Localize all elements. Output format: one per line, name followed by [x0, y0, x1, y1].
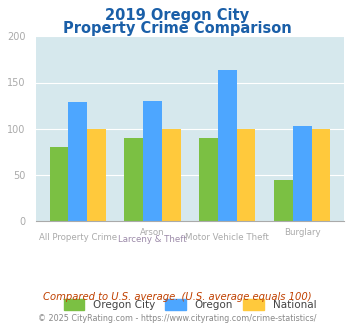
Bar: [293, 126, 312, 221]
Bar: [143, 101, 162, 221]
Bar: [218, 71, 237, 221]
Legend: Oregon City, Oregon, National: Oregon City, Oregon, National: [60, 295, 320, 314]
Text: © 2025 CityRating.com - https://www.cityrating.com/crime-statistics/: © 2025 CityRating.com - https://www.city…: [38, 314, 317, 323]
Text: Property Crime Comparison: Property Crime Comparison: [63, 21, 292, 36]
Bar: [312, 129, 330, 221]
Bar: [50, 147, 68, 221]
Text: 2019 Oregon City: 2019 Oregon City: [105, 8, 250, 23]
Bar: [87, 129, 106, 221]
Text: Arson: Arson: [140, 228, 165, 238]
Bar: [162, 129, 181, 221]
Bar: [124, 138, 143, 221]
Text: Burglary: Burglary: [284, 228, 321, 238]
Bar: [274, 181, 293, 221]
Text: Motor Vehicle Theft: Motor Vehicle Theft: [185, 233, 269, 242]
Bar: [68, 102, 87, 221]
Text: Compared to U.S. average. (U.S. average equals 100): Compared to U.S. average. (U.S. average …: [43, 292, 312, 302]
Bar: [237, 129, 256, 221]
Text: All Property Crime: All Property Crime: [39, 233, 117, 242]
Bar: [199, 138, 218, 221]
Text: Larceny & Theft: Larceny & Theft: [118, 235, 187, 244]
